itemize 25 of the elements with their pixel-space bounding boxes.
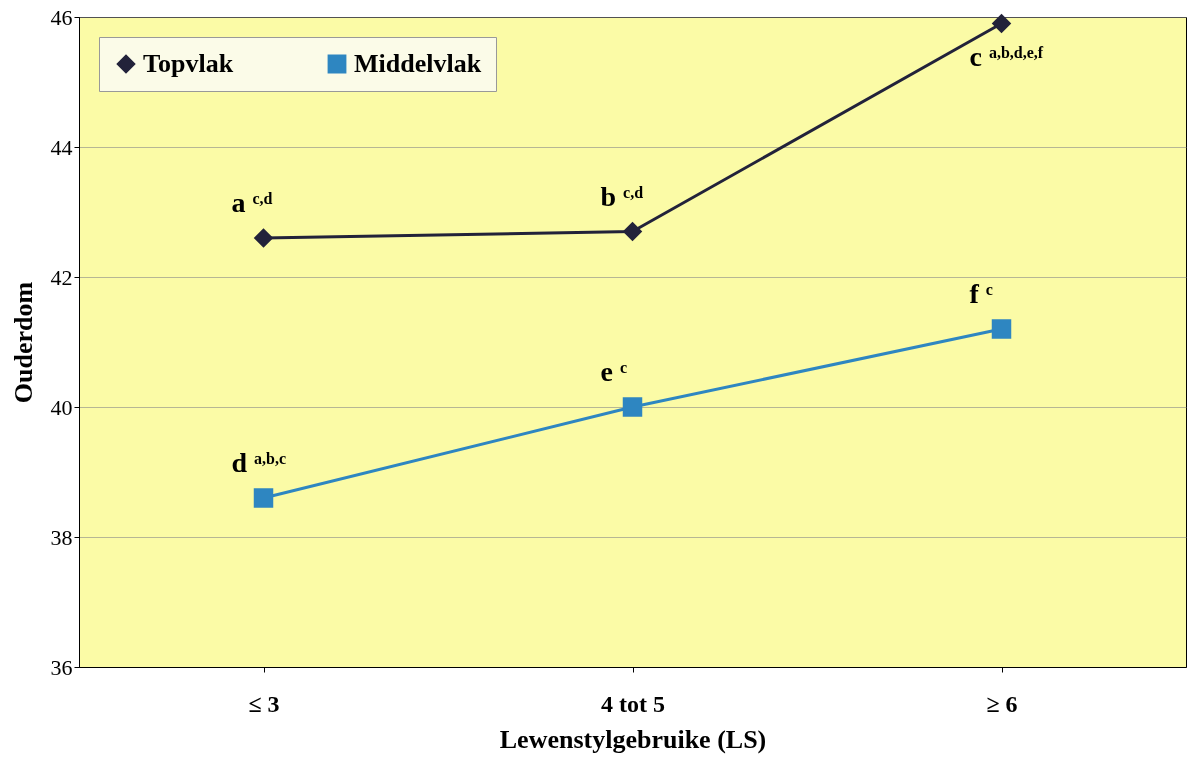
y-axis-title: Ouderdom [8,281,38,404]
annotation: b $^{c,d}$ [600,180,644,212]
y-tick-label: 44 [50,134,73,160]
point [991,13,1012,34]
annotation: e $^{c}$ [600,356,628,387]
annotation: f $^{c}$ [969,278,993,309]
x-tick-label: 4 tot 5 [601,690,665,717]
y-tick-label: 38 [50,524,73,550]
y-tick-label: 46 [50,4,73,30]
annotation: a $^{c,d}$ [231,187,273,218]
y-tick-label: 42 [50,264,73,290]
point [253,488,274,508]
point [253,228,274,248]
point [622,221,643,242]
legend-label: Topvlak [143,49,234,78]
point [991,319,1012,339]
x-tick-label: ≤ 3 [248,690,280,717]
legend-label: Middelvlak [354,49,482,78]
y-tick-label: 40 [50,394,73,420]
y-tick-label: 36 [50,654,73,680]
point [622,397,643,417]
x-axis-title: Lewenstylgebruike (LS) [499,724,767,754]
x-tick-label: ≥ 6 [986,690,1018,717]
annotation: c $^{a,b,d,e,f}$ [969,40,1044,72]
annotation: d $^{a,b,c}$ [231,447,287,478]
